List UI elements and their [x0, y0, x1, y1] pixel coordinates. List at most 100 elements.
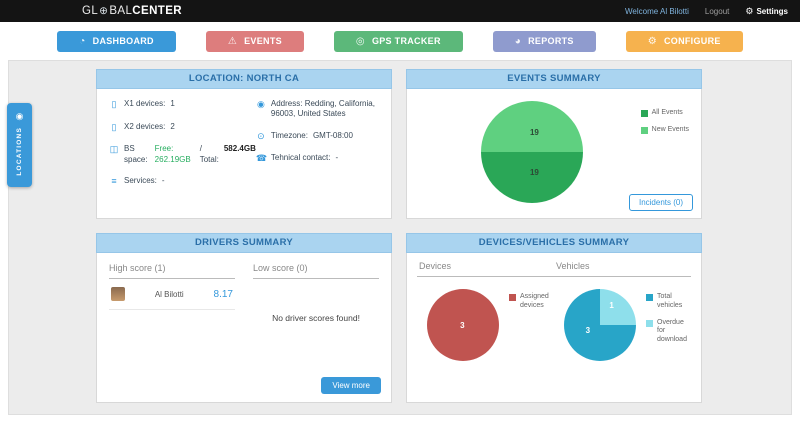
- device-icon: ▯: [111, 99, 117, 109]
- low-score-header: Low score (0): [253, 263, 379, 279]
- location-panel-title: LOCATION: NORTH CA: [96, 69, 392, 89]
- devices-pie-value: 3: [460, 320, 465, 330]
- welcome-text: Welcome Al Bilotti: [625, 6, 689, 16]
- overdue-label: Overdue for download: [657, 318, 687, 344]
- new-events-label: New Events: [651, 125, 689, 133]
- nav-reports-button[interactable]: ◕ REPORTS: [492, 30, 596, 52]
- nav-gps-tracker-button[interactable]: ◎ GPS TRACKER: [333, 30, 463, 52]
- bs-free-value: Free: 262.19GB: [154, 144, 191, 164]
- vehicles-header: Vehicles: [554, 261, 691, 277]
- contact-label: Tehnical contact:: [270, 153, 331, 163]
- legend-total-vehicles: Total vehicles: [646, 293, 691, 311]
- incidents-button[interactable]: Incidents (0): [628, 194, 693, 211]
- map-pin-icon: ◉: [15, 111, 24, 121]
- assigned-devices-label: Assigned devices: [520, 293, 549, 309]
- devices-chart-row: 3 Assigned devices: [417, 289, 554, 361]
- services-label: Services:: [124, 176, 157, 186]
- timezone-label: Timezone:: [270, 130, 308, 140]
- nav-configure-button[interactable]: ⚙ CONFIGURE: [625, 30, 743, 52]
- events-pie-chart: 19 19: [481, 101, 583, 203]
- driver-name: Al Bilotti: [154, 289, 184, 299]
- globe-icon: ⊕: [99, 5, 109, 17]
- legend-new-events: New Events: [640, 125, 689, 135]
- location-panel: LOCATION: NORTH CA ▯ X1 devices: 1 ▯ X2 dev…: [96, 69, 392, 219]
- dashboard-grid: LOCATION: NORTH CA ▯ X1 devices: 1 ▯ X2 dev…: [96, 69, 702, 403]
- services-icon: ≡: [111, 176, 117, 187]
- top-bar: GL ⊕ BAL CENTER Welcome Al Bilotti Logout ⚙…: [0, 0, 800, 22]
- nav-gps-label: GPS TRACKER: [371, 36, 441, 46]
- events-panel-title: EVENTS SUMMARY: [406, 69, 702, 89]
- location-left-column: ▯ X1 devices: 1 ▯ X2 devices: 2 ◫ BS space: Fr…: [109, 99, 256, 212]
- vehicles-legend: Total vehicles Overdue for download: [646, 293, 691, 345]
- drivers-columns: High score (1) Al Bilotti 8.17 Low score…: [97, 253, 391, 333]
- drivers-summary-panel: DRIVERS SUMMARY High score (1) Al Bilott…: [96, 233, 392, 403]
- location-right-column: ◉ Address: Redding, California, 96003, Un…: [256, 99, 381, 212]
- warning-icon: ⚠: [227, 35, 238, 47]
- x2-value: 2: [170, 121, 175, 131]
- disk-icon: ◫: [109, 144, 119, 155]
- brand-text-bal: BAL: [109, 5, 133, 17]
- overdue-swatch: [646, 319, 653, 327]
- devices-vehicles-panel: DEVICES/VEHICLES SUMMARY Devices 3 Assig…: [406, 233, 702, 403]
- contact-row: ☎ Tehnical contact: -: [256, 153, 381, 165]
- driver-row[interactable]: Al Bilotti 8.17: [109, 279, 235, 310]
- events-summary-panel: EVENTS SUMMARY 19 19 All Events New Even…: [406, 69, 702, 219]
- devices-header: Devices: [417, 261, 554, 277]
- nav-events-label: EVENTS: [244, 36, 282, 46]
- x1-value: 1: [170, 99, 175, 108]
- address-value: Redding, California, 96003, United State…: [270, 99, 375, 119]
- report-icon: ◕: [514, 35, 522, 47]
- events-pie-all-value: 19: [529, 168, 539, 178]
- devices-panel-title: DEVICES/VEHICLES SUMMARY: [406, 233, 702, 253]
- drivers-panel-title: DRIVERS SUMMARY: [96, 233, 392, 253]
- high-score-header: High score (1): [109, 263, 235, 279]
- no-scores-text: No driver scores found!: [272, 313, 360, 323]
- main-nav: ◔ DASHBOARD ⚠ EVENTS ◎ GPS TRACKER ◕ REPORTS…: [0, 22, 800, 60]
- x1-label: X1 devices:: [124, 99, 166, 108]
- events-legend: All Events New Events: [640, 109, 689, 135]
- device-icon: ▯: [111, 121, 117, 132]
- devices-half: Devices 3 Assigned devices: [417, 261, 554, 394]
- settings-button[interactable]: ⚙ Settings: [745, 6, 788, 17]
- nav-dashboard-button[interactable]: ◔ DASHBOARD: [57, 30, 176, 52]
- vehicles-chart-row: 3 1 Total vehicles Overdue for download: [554, 289, 691, 361]
- assigned-devices-swatch: [509, 294, 516, 301]
- total-vehicles-label: Total vehicles: [657, 293, 683, 309]
- nav-events-button[interactable]: ⚠ EVENTS: [205, 30, 304, 52]
- settings-label: Settings: [756, 6, 788, 16]
- timezone-row: ⊙ Timezone: GMT-08:00: [256, 131, 381, 143]
- wrench-icon: ⚙: [745, 5, 754, 16]
- address-row: ◉ Address: Redding, California, 96003, Un…: [256, 99, 381, 120]
- gps-icon: ◎: [355, 35, 365, 47]
- view-more-button[interactable]: View more: [321, 377, 381, 394]
- devices-pie-chart: 3: [427, 289, 499, 361]
- x2-label: X2 devices:: [124, 121, 166, 131]
- all-events-label: All Events: [651, 109, 683, 116]
- driver-avatar: [111, 287, 125, 301]
- gauge-icon: ◔: [79, 35, 86, 47]
- high-score-column: High score (1) Al Bilotti 8.17: [109, 263, 235, 323]
- locations-side-tab[interactable]: ◉ LOCATIONS: [7, 103, 32, 187]
- all-events-swatch: [640, 110, 648, 117]
- x1-devices-row: ▯ X1 devices: 1: [109, 99, 256, 111]
- brand-logo: GL ⊕ BAL CENTER: [82, 5, 182, 17]
- services-value: -: [161, 176, 165, 186]
- pin-icon: ◉: [256, 99, 265, 109]
- content-area: ◉ LOCATIONS LOCATION: NORTH CA ▯ X1 devic…: [7, 60, 792, 415]
- overdue-pie-value: 1: [609, 301, 614, 311]
- legend-all-events: All Events: [640, 109, 689, 118]
- nav-dashboard-label: DASHBOARD: [92, 36, 154, 46]
- legend-overdue: Overdue for download: [646, 319, 691, 345]
- devices-panel-body: Devices 3 Assigned devices Vehicles: [406, 253, 702, 403]
- vehicles-pie-chart: 3 1: [564, 289, 636, 361]
- brand-text-gl: GL: [82, 5, 99, 17]
- bs-label: BS space:: [124, 144, 148, 164]
- location-panel-body: ▯ X1 devices: 1 ▯ X2 devices: 2 ◫ BS space: Fr…: [96, 89, 392, 219]
- clock-icon: ⊙: [257, 130, 265, 141]
- logout-link[interactable]: Logout: [704, 6, 730, 16]
- vehicles-half: Vehicles 3 1 Total vehicles Overdue for …: [554, 261, 691, 394]
- total-vehicles-swatch: [646, 294, 653, 301]
- events-pie-new-value: 19: [529, 127, 539, 137]
- address-label: Address:: [270, 99, 303, 108]
- topbar-right: Welcome Al Bilotti Logout ⚙ Settings: [625, 6, 788, 17]
